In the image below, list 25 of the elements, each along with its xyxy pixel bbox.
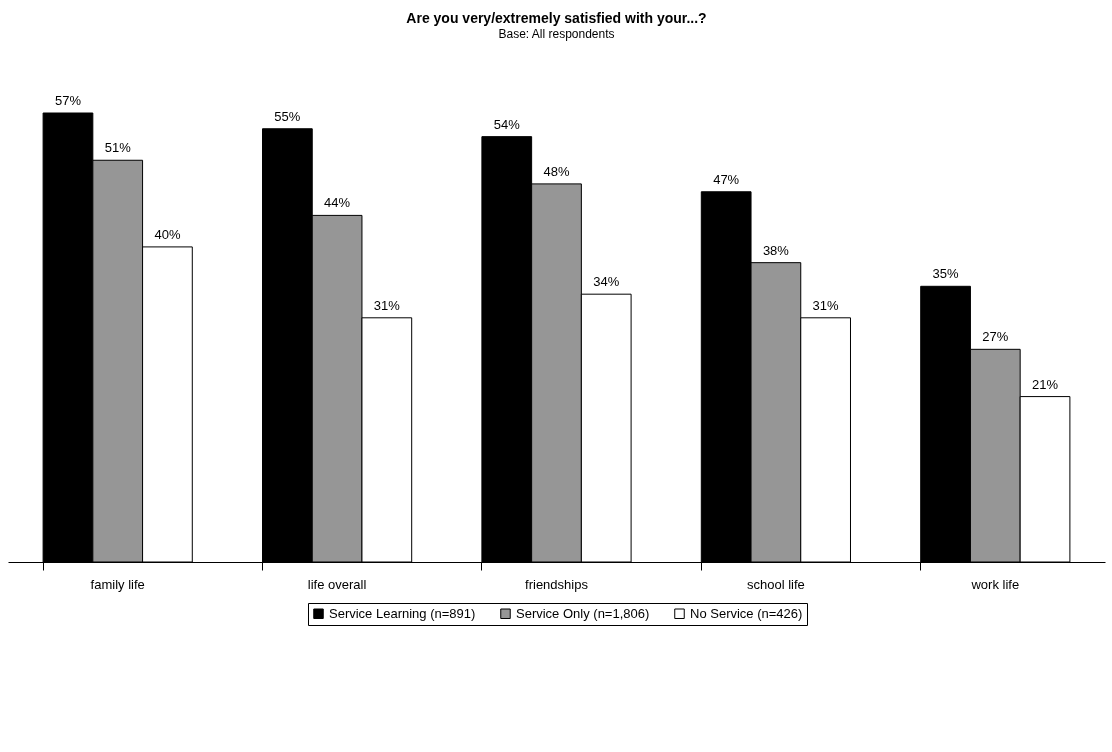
data-label: 21% <box>1032 376 1059 392</box>
data-label: 47% <box>713 171 740 187</box>
x-tick-label: life overall <box>307 576 367 592</box>
legend-label: No Service (n=426) <box>690 605 803 621</box>
x-tick-label: school life <box>746 576 805 592</box>
legend-label: Service Only (n=1,806) <box>516 605 650 621</box>
data-label: 48% <box>543 163 570 179</box>
data-label: 31% <box>812 297 840 313</box>
data-label: 35% <box>932 266 960 282</box>
data-label: 31% <box>373 297 401 313</box>
x-tick-label: friendships <box>525 576 589 592</box>
legend-label: Service Learning (n=891) <box>329 605 476 621</box>
data-label: 40% <box>154 226 181 242</box>
data-label: 54% <box>493 116 521 132</box>
data-label: 27% <box>982 329 1009 345</box>
data-label: 44% <box>324 195 351 211</box>
x-tick-label: family life <box>90 576 145 592</box>
chart-title: Are you very/extremely satisfied with your...? <box>406 10 707 26</box>
data-label: 57% <box>54 93 82 108</box>
data-label: 38% <box>762 242 790 258</box>
data-label: 34% <box>593 274 620 290</box>
data-label: 51% <box>104 140 132 156</box>
x-tick-label: work life <box>970 576 1020 592</box>
data-label: 55% <box>274 108 301 124</box>
chart-subtitle: Base: All respondents <box>498 27 615 41</box>
